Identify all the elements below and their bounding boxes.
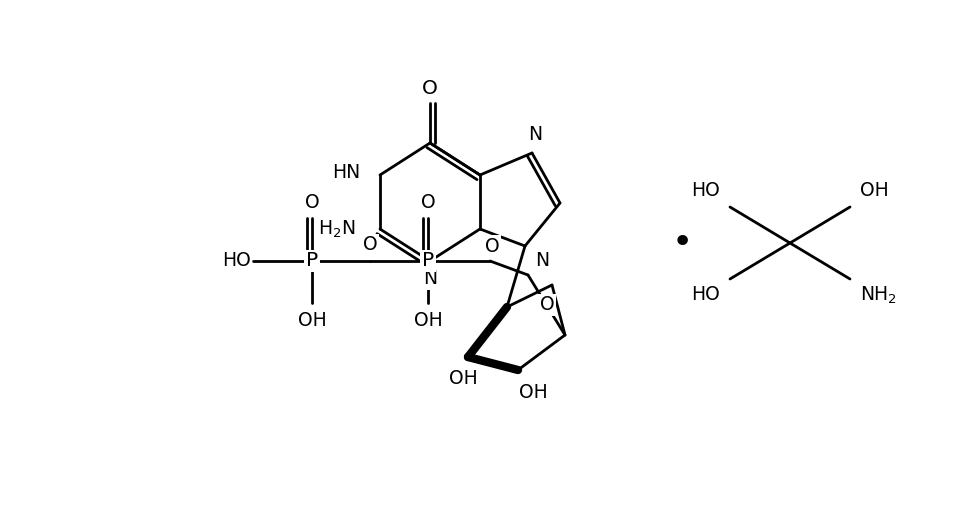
- Text: OH: OH: [860, 182, 889, 201]
- Text: N: N: [535, 250, 549, 269]
- Text: OH: OH: [449, 370, 478, 388]
- Text: O: O: [363, 236, 377, 255]
- Text: OH: OH: [519, 383, 547, 402]
- Text: N: N: [423, 269, 437, 289]
- Text: H$_2$N: H$_2$N: [318, 218, 355, 239]
- Text: O: O: [421, 193, 435, 212]
- Text: NH$_2$: NH$_2$: [860, 285, 897, 306]
- Text: N: N: [528, 125, 542, 144]
- Text: P: P: [422, 251, 435, 270]
- Text: HN: HN: [331, 163, 360, 182]
- Text: HO: HO: [691, 182, 720, 201]
- Text: O: O: [422, 79, 438, 98]
- Text: OH: OH: [414, 311, 442, 331]
- Text: OH: OH: [298, 311, 327, 331]
- Text: O: O: [305, 193, 319, 212]
- Text: O: O: [540, 296, 554, 314]
- Text: HO: HO: [691, 286, 720, 304]
- Text: P: P: [306, 251, 318, 270]
- Text: HO: HO: [223, 251, 251, 270]
- Text: O: O: [485, 236, 499, 256]
- Text: •: •: [671, 226, 692, 260]
